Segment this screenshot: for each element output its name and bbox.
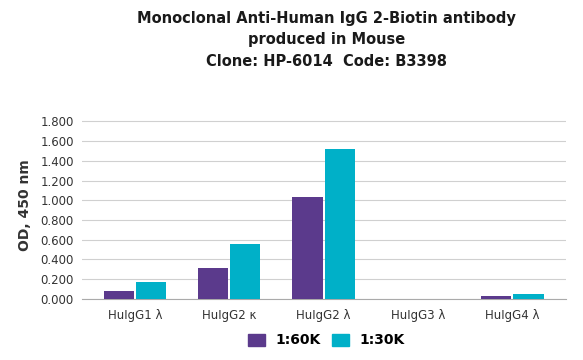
Bar — [230, 244, 261, 299]
Bar — [513, 294, 543, 299]
Bar — [136, 282, 166, 299]
Y-axis label: OD, 450 nm: OD, 450 nm — [18, 159, 32, 251]
Bar — [325, 149, 354, 299]
Bar — [293, 197, 322, 299]
Legend: 1:60K, 1:30K: 1:60K, 1:30K — [243, 328, 410, 353]
Text: Monoclonal Anti-Human IgG 2-Biotin antibody: Monoclonal Anti-Human IgG 2-Biotin antib… — [137, 11, 516, 26]
Bar — [481, 296, 511, 299]
Bar — [198, 268, 228, 299]
Text: produced in Mouse: produced in Mouse — [248, 32, 405, 48]
Bar — [104, 291, 134, 299]
Text: Clone: HP-6014  Code: B3398: Clone: HP-6014 Code: B3398 — [206, 54, 447, 69]
